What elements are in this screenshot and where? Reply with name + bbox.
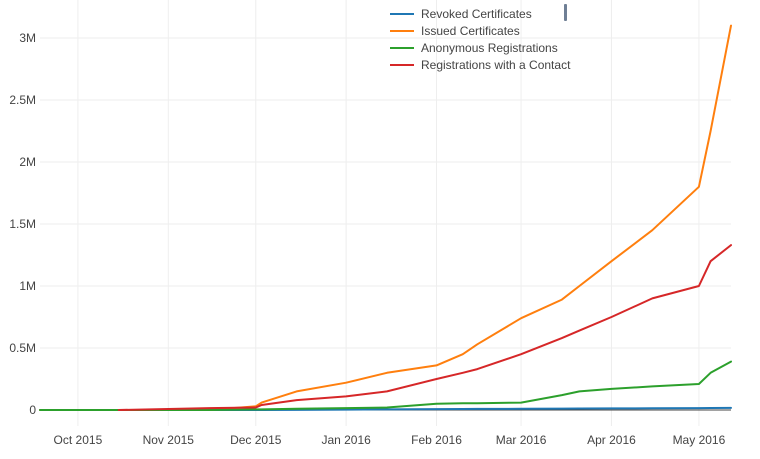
x-tick-label: Apr 2016 xyxy=(587,433,636,447)
x-tick-label: Mar 2016 xyxy=(496,433,547,447)
x-axis-ticks: Oct 2015 Nov 2015 Dec 2015 Jan 2016 Feb 2016… xyxy=(54,433,726,447)
x-tick-label: Oct 2015 xyxy=(54,433,103,447)
y-tick-label: 0 xyxy=(29,403,36,417)
x-tick-label: Dec 2015 xyxy=(230,433,282,447)
series-line-anonymous-registrations xyxy=(39,360,732,411)
x-tick-label: Feb 2016 xyxy=(411,433,462,447)
y-tick-label: 1M xyxy=(19,279,36,293)
y-tick-label: 2.5M xyxy=(9,93,36,107)
x-tick-label: May 2016 xyxy=(673,433,726,447)
legend-label: Anonymous Registrations xyxy=(421,41,558,55)
series-line-issued-certificates xyxy=(39,24,732,411)
y-tick-label: 2M xyxy=(19,155,36,169)
legend-item[interactable]: Anonymous Registrations xyxy=(390,41,558,55)
series-line-registrations-with-a-contact xyxy=(117,244,732,411)
legend-label: Registrations with a Contact xyxy=(421,58,571,72)
legend-label: Revoked Certificates xyxy=(421,7,532,21)
y-axis-ticks: 0 0.5M 1M 1.5M 2M 2.5M 3M xyxy=(9,31,36,417)
legend-item[interactable]: Revoked Certificates xyxy=(390,7,532,21)
y-tick-label: 1.5M xyxy=(9,217,36,231)
series-lines xyxy=(39,24,732,411)
legend-scroll-handle[interactable] xyxy=(564,4,567,21)
gridlines xyxy=(40,0,731,426)
legend[interactable]: Revoked Certificates Issued Certificates A… xyxy=(390,4,571,72)
legend-label: Issued Certificates xyxy=(421,24,520,38)
x-tick-label: Jan 2016 xyxy=(321,433,371,447)
y-tick-label: 3M xyxy=(19,31,36,45)
legend-item[interactable]: Issued Certificates xyxy=(390,24,520,38)
x-tick-label: Nov 2015 xyxy=(143,433,195,447)
y-tick-label: 0.5M xyxy=(9,341,36,355)
legend-item[interactable]: Registrations with a Contact xyxy=(390,58,571,72)
